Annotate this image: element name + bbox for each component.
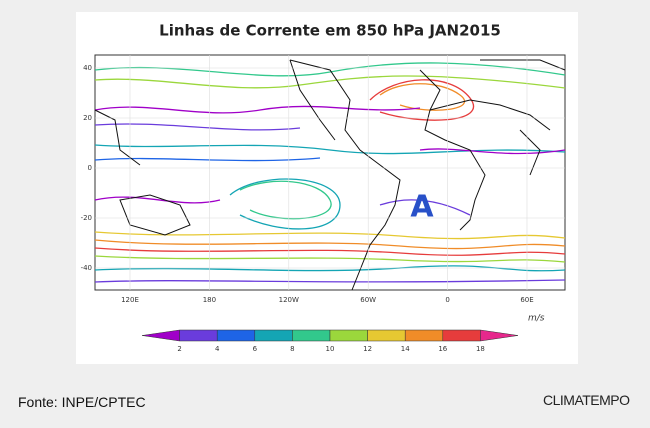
source: Fonte: INPE/CPTEC	[18, 394, 146, 410]
lon-label: 60W	[360, 296, 376, 304]
colorbar-label: 12	[363, 345, 372, 353]
lat-label: 20	[83, 114, 92, 122]
figure: Linhas de Corrente em 850 hPa JAN2015	[76, 12, 578, 364]
annotation: A	[410, 190, 434, 225]
streamlines	[94, 62, 566, 283]
colorbar-label: 6	[253, 345, 258, 353]
lon-label: 0	[445, 296, 449, 304]
colorbar-swatch	[292, 329, 331, 342]
lat-label: -20	[81, 214, 92, 222]
colorbar-swatch	[442, 329, 481, 342]
colorbar-swatch	[329, 329, 368, 342]
lat-label: -40	[81, 264, 92, 272]
map-title: Linhas de Corrente em 850 hPa JAN2015	[159, 22, 501, 40]
colorbar-swatch	[254, 329, 293, 342]
colorbar-label: 14	[401, 345, 410, 353]
colorbar-swatch	[216, 329, 256, 342]
logo[interactable]: CLIMATEMPO	[543, 392, 630, 408]
colorbar-swatch	[480, 329, 519, 342]
lon-label: 180	[203, 296, 216, 304]
lat-label: 0	[88, 164, 92, 172]
colorbar-label: 16	[438, 345, 447, 353]
colorbar-label: 18	[476, 345, 485, 353]
lon-label: 60E	[520, 296, 533, 304]
colorbar-unit: m/s	[528, 314, 545, 324]
colorbar-swatch	[404, 329, 444, 342]
colorbar-label: 4	[215, 345, 220, 353]
map-frame	[94, 54, 566, 291]
colorbar-label: 2	[177, 345, 181, 353]
lon-label: 120W	[279, 296, 299, 304]
lon-label: 120E	[121, 296, 139, 304]
colorbar-label: 8	[290, 345, 294, 353]
colorbar-swatch	[179, 329, 218, 342]
colorbar-label: 10	[326, 345, 335, 353]
footer: Fonte: INPE/CPTEC CLIMATEMPO	[0, 372, 650, 428]
map-area: A	[94, 54, 566, 291]
lat-label: 40	[83, 64, 92, 72]
colorbar-swatch	[367, 329, 406, 342]
